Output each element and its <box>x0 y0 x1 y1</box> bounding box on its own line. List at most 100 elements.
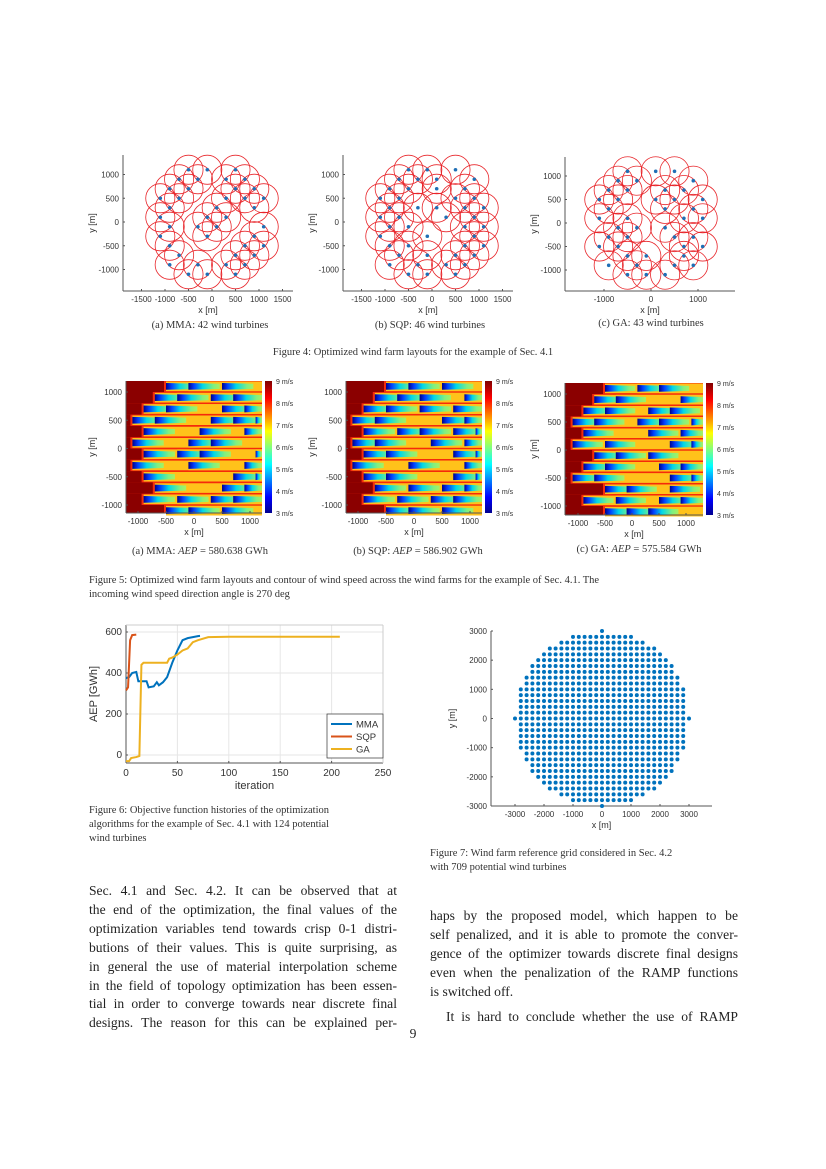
exclusion-circle <box>449 211 480 242</box>
colorbar-label: 5 m/s <box>496 467 514 474</box>
x-axis-label: x [m] <box>198 305 218 315</box>
candidate-turbine <box>594 693 599 698</box>
candidate-turbine <box>553 669 558 674</box>
exclusion-circle <box>154 249 185 280</box>
candidate-turbine <box>553 693 558 698</box>
candidate-turbine <box>542 652 546 657</box>
wake-near <box>594 474 625 482</box>
exclusion-circle <box>393 230 424 261</box>
turbine-marker <box>196 177 200 182</box>
y-axis-label: y [m] <box>447 709 457 729</box>
candidate-turbine <box>617 757 622 762</box>
x-tick-label: 1000 <box>470 295 488 304</box>
candidate-turbine <box>559 646 564 651</box>
candidate-turbine <box>571 710 575 715</box>
exclusion-circle <box>687 231 718 262</box>
exclusion-circle <box>164 240 195 271</box>
candidate-turbine <box>652 704 657 709</box>
candidate-turbine <box>681 710 686 715</box>
x-tick-label: 0 <box>430 295 435 304</box>
wake-near <box>442 507 474 515</box>
turbine-marker <box>682 216 686 221</box>
freestream-region <box>126 437 131 449</box>
candidate-turbine <box>675 745 680 750</box>
candidate-turbine <box>646 780 651 785</box>
exclusion-circle <box>239 192 270 223</box>
exclusion-circle <box>621 212 652 243</box>
wake-near <box>464 394 482 402</box>
subcaption-var: AEP <box>611 544 631 555</box>
candidate-turbine <box>542 769 546 773</box>
y-tick-label: 1000 <box>543 390 561 399</box>
candidate-turbine <box>629 739 633 744</box>
x-tick-label: 0 <box>210 295 215 304</box>
y-tick-label: 1000 <box>324 388 342 397</box>
turbine-marker <box>444 215 448 220</box>
y-tick-label: 0 <box>483 715 488 724</box>
candidate-turbine <box>571 728 575 733</box>
wake-near <box>669 407 701 415</box>
freestream-region <box>346 482 373 494</box>
candidate-turbine <box>652 763 657 768</box>
turbine-marker <box>425 253 430 258</box>
candidate-turbine <box>588 652 593 657</box>
candidate-turbine <box>629 658 633 663</box>
candidate-turbine <box>518 693 523 698</box>
wake-near <box>132 439 164 447</box>
exclusion-circle <box>621 165 652 196</box>
candidate-turbine <box>524 710 529 715</box>
candidate-turbine <box>640 734 645 738</box>
candidate-turbine <box>553 774 558 779</box>
candidate-turbine <box>559 722 564 727</box>
y-tick-label: 1000 <box>543 172 561 181</box>
candidate-turbine <box>524 704 529 709</box>
candidate-turbine <box>646 658 651 663</box>
candidate-turbine <box>530 704 535 709</box>
exclusion-circle <box>384 183 415 214</box>
wake-near <box>475 473 482 481</box>
wake-near <box>691 441 703 448</box>
candidate-turbine <box>542 669 546 674</box>
exclusion-circle <box>384 240 415 271</box>
turbine-marker <box>644 272 649 277</box>
candidate-turbine <box>576 751 581 756</box>
candidate-turbine <box>611 658 616 663</box>
candidate-turbine <box>617 652 622 657</box>
wake-near <box>352 462 384 469</box>
turbine-marker <box>205 215 210 220</box>
candidate-turbine <box>663 681 668 686</box>
caption-line: Figure 6: Objective function histories o… <box>89 805 329 816</box>
freestream-region <box>565 494 582 506</box>
wake-near <box>615 452 647 459</box>
turbine-marker <box>177 253 181 258</box>
candidate-turbine <box>576 646 581 651</box>
turbine-marker <box>252 205 257 210</box>
turbine-marker <box>387 205 392 210</box>
exclusion-circle <box>593 250 624 281</box>
candidate-turbine <box>524 722 529 727</box>
exclusion-circle <box>239 173 270 204</box>
x-tick-label: -500 <box>158 517 175 526</box>
wake-near <box>374 484 407 492</box>
candidate-turbine <box>646 728 651 733</box>
x-tick-label: -1500 <box>131 295 152 304</box>
candidate-turbine <box>652 780 657 785</box>
candidate-turbine <box>536 710 541 715</box>
colorbar <box>265 381 272 513</box>
candidate-turbine <box>611 646 616 651</box>
x-tick-label: -1000 <box>348 517 369 526</box>
candidate-turbine <box>530 716 535 721</box>
exclusion-circle <box>459 202 490 233</box>
candidate-turbine <box>640 763 645 768</box>
candidate-turbine <box>623 739 628 744</box>
candidate-turbine <box>600 669 604 674</box>
candidate-turbine <box>640 681 645 686</box>
candidate-turbine <box>658 780 662 785</box>
exclusion-circle <box>402 249 433 280</box>
candidate-turbine <box>623 798 628 803</box>
candidate-turbine <box>553 757 558 762</box>
candidate-turbine <box>623 687 628 692</box>
candidate-turbine <box>524 716 529 721</box>
candidate-turbine <box>594 681 599 686</box>
candidate-turbine <box>629 693 633 698</box>
